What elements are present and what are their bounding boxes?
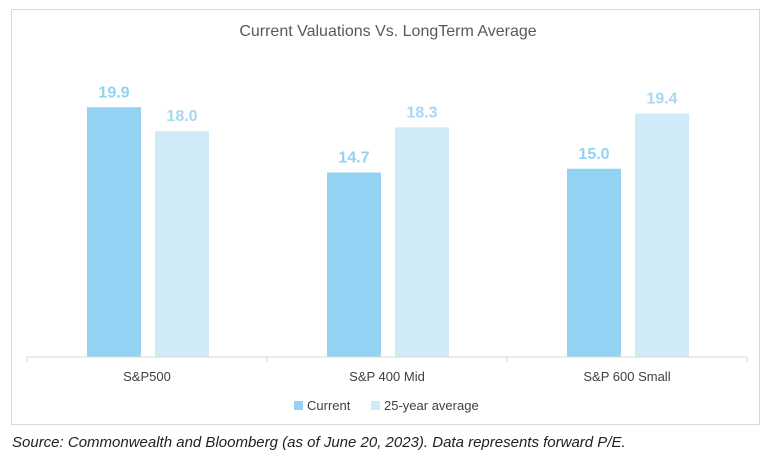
chart-title: Current Valuations Vs. LongTerm Average [239,23,536,40]
x-axis-ticks [26,357,748,362]
value-label-25-year-average-s-p-600-small: 19.4 [646,91,677,108]
bar-25-year-average-s-p-600-small [635,113,689,357]
bars-group [87,107,689,358]
value-label-25-year-average-s-p500: 18.0 [166,108,197,125]
bar-current-s-p-600-small [567,168,621,357]
value-labels-group: 19.9 18.0 14.7 18.3 15.0 19.4 [98,84,677,166]
category-label-s-p500: S&P500 [123,369,171,384]
bar-25-year-average-s-p500 [155,131,209,357]
value-label-current-s-p-400-mid: 14.7 [338,150,369,167]
legend-label-25-year-average: 25-year average [384,398,479,413]
bar-25-year-average-s-p-400-mid [395,127,449,358]
source-note: Source: Commonwealth and Bloomberg (as o… [12,434,626,451]
legend-label-current: Current [307,398,351,413]
value-label-current-s-p-600-small: 15.0 [578,146,609,163]
legend: Current 25-year average [294,398,479,413]
value-label-current-s-p500: 19.9 [98,84,129,101]
legend-swatch-25-year-average [371,401,380,410]
category-label-s-p-400-mid: S&P 400 Mid [349,369,425,384]
category-label-s-p-600-small: S&P 600 Small [583,369,670,384]
category-labels-group: S&P500 S&P 400 Mid S&P 600 Small [123,369,671,384]
value-label-25-year-average-s-p-400-mid: 18.3 [406,104,437,121]
bar-current-s-p-400-mid [327,172,381,357]
legend-swatch-current [294,401,303,410]
bar-current-s-p500 [87,107,141,357]
